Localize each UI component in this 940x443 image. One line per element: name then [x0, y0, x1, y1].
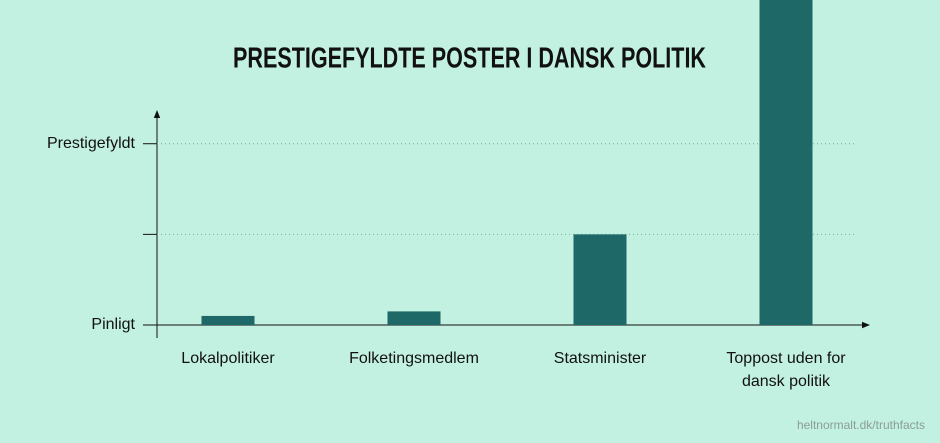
chart-title: PRESTIGEFYLDTE POSTER I DANSK POLITIK	[233, 43, 706, 75]
x-tick-label: Folketingsmedlem	[349, 350, 479, 367]
y-tick-label: Prestigefyldt	[47, 135, 136, 152]
bar	[759, 0, 813, 326]
bar	[573, 234, 627, 325]
bar	[201, 315, 255, 325]
footer: heltnormalt.dk/truthfacts	[797, 418, 925, 432]
x-tick-label: dansk politik	[742, 373, 831, 390]
x-tick-label: Toppost uden for	[726, 350, 846, 367]
x-tick-label: Lokalpolitiker	[181, 350, 275, 367]
bar	[387, 311, 441, 325]
y-tick-label: Pinligt	[91, 316, 135, 333]
x-tick-label: Statsminister	[554, 350, 647, 367]
